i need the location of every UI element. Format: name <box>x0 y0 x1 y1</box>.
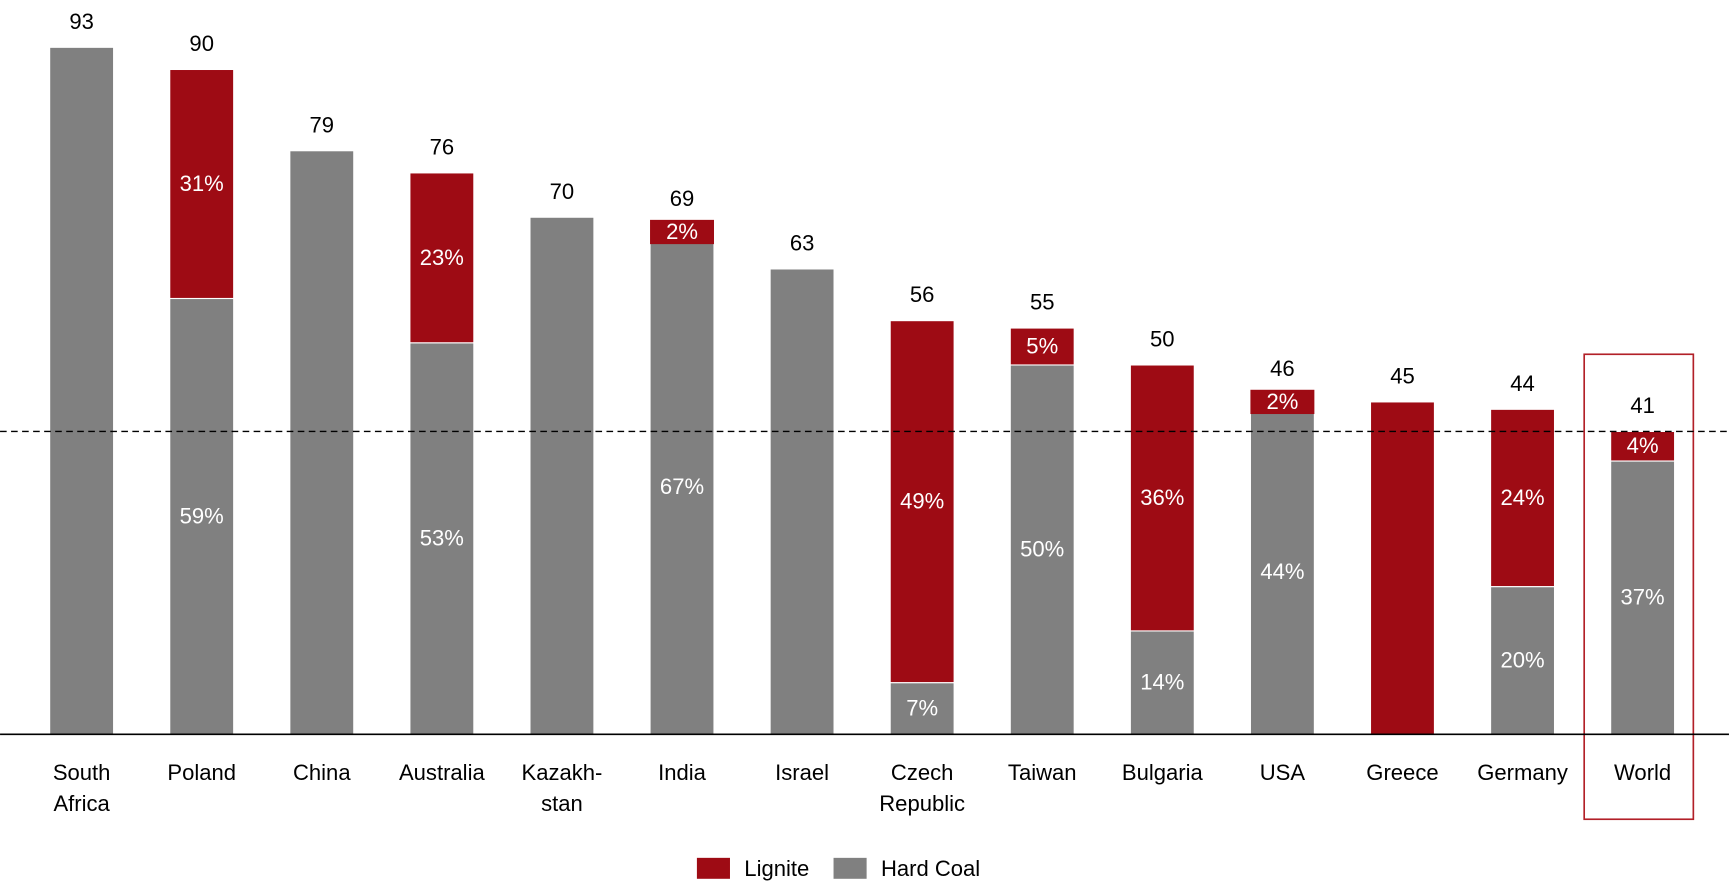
x-tick-label: China <box>293 760 351 785</box>
bar-segment <box>409 172 475 344</box>
legend-swatch <box>833 857 867 879</box>
total-label: 79 <box>310 112 335 137</box>
x-tick-label: South Africa <box>53 760 111 816</box>
x-tick-label: Czech Republic <box>879 760 965 816</box>
highlight-box <box>1583 353 1695 821</box>
x-tick-label: Poland <box>167 760 236 785</box>
bar-segment <box>1129 364 1195 632</box>
bar-segment <box>1009 327 1075 366</box>
segment-label: 31% <box>180 171 224 196</box>
total-label: 70 <box>550 179 575 204</box>
bar-segment <box>769 268 835 735</box>
bar-segment <box>889 682 955 735</box>
total-label: 63 <box>790 231 815 256</box>
x-tick-label: Australia <box>399 760 486 785</box>
legend-label: Hard Coal <box>881 856 980 881</box>
bar-segment <box>1369 401 1435 735</box>
bar-segment <box>1249 408 1315 735</box>
x-tick-label: Taiwan <box>1008 760 1077 785</box>
segment-label: 5% <box>1026 333 1058 358</box>
bar-segment <box>49 46 115 735</box>
label-background <box>650 219 714 245</box>
bar-segment <box>649 238 715 735</box>
x-tick-label: Bulgaria <box>1122 760 1204 785</box>
x-tick-label: India <box>658 760 707 785</box>
bar-segment <box>1490 408 1556 588</box>
segment-label: 24% <box>1500 485 1544 510</box>
segment-label: 2% <box>1266 389 1298 414</box>
total-label: 46 <box>1270 356 1295 381</box>
total-label: 50 <box>1150 327 1175 352</box>
total-label: 56 <box>910 282 935 307</box>
total-label: 55 <box>1030 290 1055 315</box>
segment-label: 59% <box>180 503 224 528</box>
bar-segment <box>1610 430 1676 462</box>
bar-segment <box>529 216 595 735</box>
bar-segment <box>169 297 235 735</box>
segment-label: 7% <box>906 695 938 720</box>
bar-segment <box>889 320 955 684</box>
x-tick-label: Israel <box>775 760 829 785</box>
segment-label: 49% <box>900 489 944 514</box>
x-tick-label: Germany <box>1477 760 1568 785</box>
legend-label: Lignite <box>744 856 809 881</box>
segment-label: 4% <box>1627 433 1659 458</box>
segment-label: 44% <box>1260 559 1304 584</box>
total-label: 41 <box>1630 393 1655 418</box>
bar-segment <box>1009 364 1075 735</box>
segment-label: 53% <box>420 526 464 551</box>
x-tick-label: Greece <box>1366 760 1438 785</box>
total-label: 44 <box>1510 371 1535 396</box>
total-label: 76 <box>430 134 455 159</box>
segment-label: 23% <box>420 245 464 270</box>
bar-segment <box>1129 630 1195 735</box>
bar-segment <box>289 150 355 735</box>
segment-label: 37% <box>1621 585 1665 610</box>
segment-label: 67% <box>660 474 704 499</box>
segment-label: 2% <box>666 219 698 244</box>
segment-label: 20% <box>1500 647 1544 672</box>
total-label: 93 <box>69 9 94 34</box>
x-tick-label: World <box>1614 760 1671 785</box>
segment-label: 50% <box>1020 537 1064 562</box>
total-label: 69 <box>670 186 695 211</box>
segment-label: 14% <box>1140 670 1184 695</box>
x-tick-label: USA <box>1260 760 1306 785</box>
total-label: 90 <box>189 31 214 56</box>
segment-label: 36% <box>1140 485 1184 510</box>
label-background <box>1250 389 1315 415</box>
bar-segment <box>169 68 235 300</box>
legend-swatch <box>696 857 730 879</box>
x-tick-label: Kazakh-stan <box>521 760 602 816</box>
total-label: 45 <box>1390 363 1415 388</box>
